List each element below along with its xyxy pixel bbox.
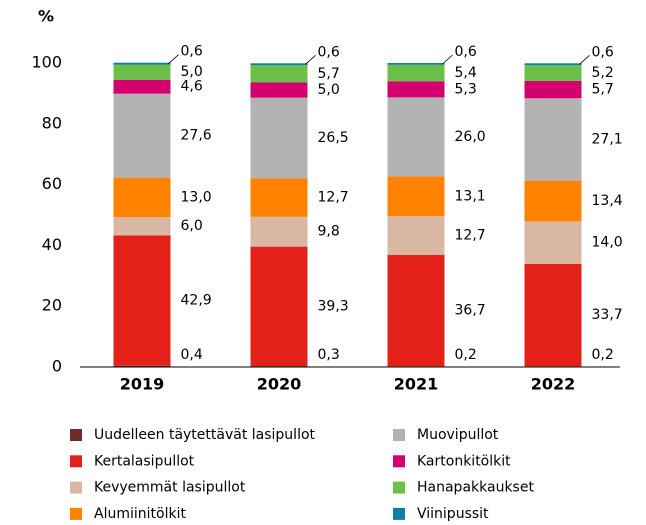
y-axis-label: % [38, 7, 54, 26]
bar-segment [524, 263, 582, 367]
value-label: 0,6 [592, 44, 614, 60]
value-label: 14,0 [592, 235, 623, 251]
y-tick-label: 20 [42, 296, 62, 315]
legend-label: Viinipussit [417, 506, 489, 522]
y-tick-label: 100 [31, 53, 62, 72]
value-label: 9,8 [318, 224, 340, 240]
bar-segment [250, 65, 308, 83]
bar-segment [113, 217, 171, 236]
value-label: 27,6 [181, 128, 212, 144]
value-label: 5,4 [455, 65, 477, 81]
legend-swatch [393, 481, 405, 494]
legend-swatch [70, 455, 82, 468]
x-tick-label: 2019 [120, 375, 165, 394]
value-label: 0,3 [318, 347, 340, 363]
x-tick-label: 2020 [257, 375, 302, 394]
legend-label: Kertalasipullot [94, 453, 195, 469]
legend-label: Hanapakkaukset [417, 480, 534, 496]
value-label: 26,0 [455, 129, 486, 145]
bar-segment [387, 254, 445, 367]
legend-swatch [393, 429, 405, 441]
bar-segment [524, 65, 582, 81]
bar-segment [250, 63, 308, 66]
legend-label: Kevyemmät lasipullot [94, 480, 246, 496]
bar-segment [250, 246, 308, 367]
value-label: 42,9 [181, 293, 212, 309]
value-label: 0,4 [181, 347, 203, 363]
x-tick-label: 2022 [531, 375, 576, 394]
bar-segment [387, 176, 445, 217]
bar-segment [524, 98, 582, 181]
legend-label: Alumiinitölkit [94, 506, 186, 522]
bar-segment [113, 177, 171, 218]
bar-segment [113, 79, 171, 94]
value-label: 5,7 [318, 66, 340, 82]
bar-segment [524, 221, 582, 264]
value-label: 0,2 [592, 347, 614, 363]
value-label: 5,3 [455, 81, 477, 97]
bar-segment [524, 63, 582, 66]
y-tick-label: 40 [42, 235, 62, 254]
bar-segment [250, 216, 308, 247]
legend-label: Uudelleen täytettävät lasipullot [94, 427, 316, 443]
legend-label: Muovipullot [417, 427, 499, 443]
y-tick-label: 60 [42, 174, 62, 193]
value-label: 5,0 [318, 82, 340, 98]
value-label: 33,7 [592, 307, 623, 323]
bar-segment [113, 64, 171, 80]
value-label: 4,6 [181, 79, 203, 95]
value-label: 5,7 [592, 82, 614, 98]
y-tick-label: 80 [42, 113, 62, 132]
bar-segment [387, 216, 445, 255]
value-label: 0,2 [455, 347, 477, 363]
value-label: 0,6 [318, 44, 340, 60]
value-label: 5,2 [592, 65, 614, 81]
bar-segment [387, 97, 445, 177]
legend-swatch [393, 507, 405, 520]
bar-segment [387, 81, 445, 98]
leader-line [442, 54, 453, 65]
value-label: 5,0 [181, 64, 203, 80]
value-label: 26,5 [318, 130, 349, 146]
legend-swatch [393, 455, 405, 468]
x-tick-label: 2021 [394, 375, 439, 394]
bar-segment [524, 80, 582, 99]
y-tick-label: 0 [52, 357, 62, 376]
value-label: 13,0 [181, 189, 212, 205]
bar-segment [113, 365, 171, 367]
value-label: 0,6 [181, 44, 203, 60]
bar-segment [524, 180, 582, 222]
leader-line [168, 54, 179, 64]
value-label: 27,1 [592, 131, 623, 147]
bar-segment [113, 62, 171, 65]
value-label: 13,1 [455, 188, 486, 204]
value-label: 39,3 [318, 298, 349, 314]
legend-swatch [70, 481, 82, 494]
legend-label: Kartonkitölkit [417, 453, 511, 469]
value-label: 6,0 [181, 218, 203, 234]
bar-segment [250, 82, 308, 98]
leader-line [305, 55, 316, 65]
bar-segment [387, 63, 445, 65]
value-label: 36,7 [455, 303, 486, 319]
value-label: 13,4 [592, 193, 623, 209]
value-label: 12,7 [455, 228, 486, 244]
bar-segment [113, 235, 171, 366]
legend-swatch [70, 507, 82, 520]
leader-line [579, 55, 590, 65]
bar-segment [387, 64, 445, 82]
value-label: 12,7 [318, 190, 349, 206]
legend-swatch [70, 429, 82, 441]
bar-segment [250, 178, 308, 217]
bar-segment [250, 97, 308, 179]
value-label: 0,6 [455, 44, 477, 60]
bar-segment [113, 93, 171, 178]
